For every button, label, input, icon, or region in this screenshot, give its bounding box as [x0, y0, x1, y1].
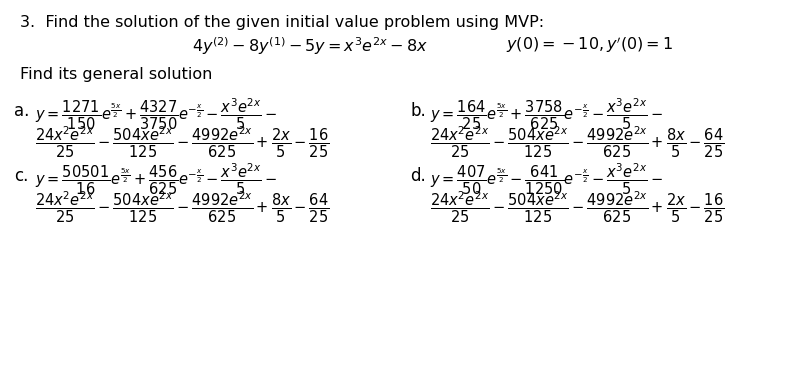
Text: Find its general solution: Find its general solution — [20, 67, 212, 82]
Text: $\dfrac{24x^2e^{2x}}{25} - \dfrac{504xe^{2x}}{125} - \dfrac{4992e^{2x}}{625} + \: $\dfrac{24x^2e^{2x}}{25} - \dfrac{504xe^… — [430, 125, 724, 160]
Text: 3.  Find the solution of the given initial value problem using MVP:: 3. Find the solution of the given initia… — [20, 15, 544, 30]
Text: a.: a. — [14, 102, 29, 120]
Text: $y = \dfrac{1271}{150}e^{\frac{5x}{2}} + \dfrac{4327}{3750}e^{-\frac{x}{2}} - \d: $y = \dfrac{1271}{150}e^{\frac{5x}{2}} +… — [35, 97, 277, 132]
Text: $\dfrac{24x^2e^{2x}}{25} - \dfrac{504xe^{2x}}{125} - \dfrac{4992e^{2x}}{625} + \: $\dfrac{24x^2e^{2x}}{25} - \dfrac{504xe^… — [35, 190, 330, 225]
Text: $4y^{(2)} - 8y^{(1)} - 5y = x^3e^{2x} - 8x$: $4y^{(2)} - 8y^{(1)} - 5y = x^3e^{2x} - … — [192, 35, 428, 57]
Text: $y = \dfrac{407}{50}e^{\frac{5x}{2}} - \dfrac{641}{1250}e^{-\frac{x}{2}} - \dfra: $y = \dfrac{407}{50}e^{\frac{5x}{2}} - \… — [430, 162, 663, 197]
Text: c.: c. — [14, 167, 29, 185]
Text: b.: b. — [410, 102, 426, 120]
Text: d.: d. — [410, 167, 426, 185]
Text: $\dfrac{24x^2e^{2x}}{25} - \dfrac{504xe^{2x}}{125} - \dfrac{4992e^{2x}}{625} + \: $\dfrac{24x^2e^{2x}}{25} - \dfrac{504xe^… — [430, 190, 724, 225]
Text: $y = \dfrac{50501}{16}e^{\frac{5x}{2}} + \dfrac{456}{625}e^{-\frac{x}{2}} - \dfr: $y = \dfrac{50501}{16}e^{\frac{5x}{2}} +… — [35, 162, 277, 197]
Text: $y(0) = -10, y'(0) = 1$: $y(0) = -10, y'(0) = 1$ — [507, 35, 673, 55]
Text: $y = \dfrac{164}{25}e^{\frac{5x}{2}} + \dfrac{3758}{625}e^{-\frac{x}{2}} - \dfra: $y = \dfrac{164}{25}e^{\frac{5x}{2}} + \… — [430, 97, 663, 132]
Text: $\dfrac{24x^2e^{2x}}{25} - \dfrac{504xe^{2x}}{125} - \dfrac{4992e^{2x}}{625} + \: $\dfrac{24x^2e^{2x}}{25} - \dfrac{504xe^… — [35, 125, 330, 160]
